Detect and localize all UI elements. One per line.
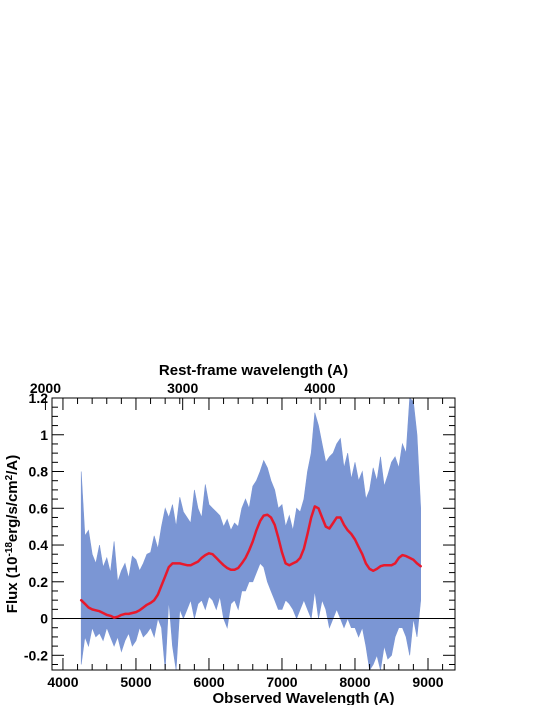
smoothed-spectrum-line — [79, 505, 422, 619]
y-axis-title: Flux (10-18erg/s/cm2/A) — [4, 455, 22, 613]
y-title-middle: erg/s/cm — [4, 480, 21, 542]
x-tick-label: 4000 — [47, 674, 78, 690]
y-tick-label: 0.2 — [29, 574, 49, 590]
y-title-prefix: Flux (10 — [4, 557, 21, 614]
top-axis-ticks: 2000 3000 4000 — [30, 380, 336, 410]
top-tick-label: 3000 — [167, 380, 198, 396]
x-axis-title: Observed Wavelength (A) — [213, 690, 395, 705]
top-tick-label: 4000 — [304, 380, 335, 396]
y-title-suffix: /A) — [4, 455, 21, 475]
y-tick-label: 0.6 — [29, 500, 49, 516]
y-tick-label: 0.4 — [29, 537, 49, 553]
x-axis-ticks: 4000 5000 6000 7000 8000 9000 — [47, 398, 444, 690]
x-tick-label: 9000 — [412, 674, 443, 690]
x-tick-label: 8000 — [339, 674, 370, 690]
x-tick-label: 6000 — [193, 674, 224, 690]
y-title-exponent-2: 2 — [4, 474, 15, 480]
top-axis-title: Rest-frame wavelength (A) — [159, 362, 348, 379]
y-title-exponent-1: -18 — [4, 542, 15, 557]
spectrum-flux-band — [80, 397, 421, 671]
plot-frame — [51, 397, 456, 671]
y-tick-label: 1.2 — [29, 390, 49, 406]
spectrum-band-layer — [80, 397, 421, 671]
x-tick-label: 7000 — [266, 674, 297, 690]
y-tick-label: -0.2 — [24, 647, 48, 663]
x-tick-label: 5000 — [120, 674, 151, 690]
y-tick-label: 1 — [40, 427, 48, 443]
top-tick-label: 2000 — [30, 380, 61, 396]
y-axis-ticks: -0.2 0 0.2 0.4 0.6 0.8 1 1.2 — [24, 390, 455, 665]
smoothed-line-layer — [79, 505, 422, 619]
y-tick-label: 0.8 — [29, 464, 49, 480]
y-tick-label: 0 — [40, 611, 48, 627]
